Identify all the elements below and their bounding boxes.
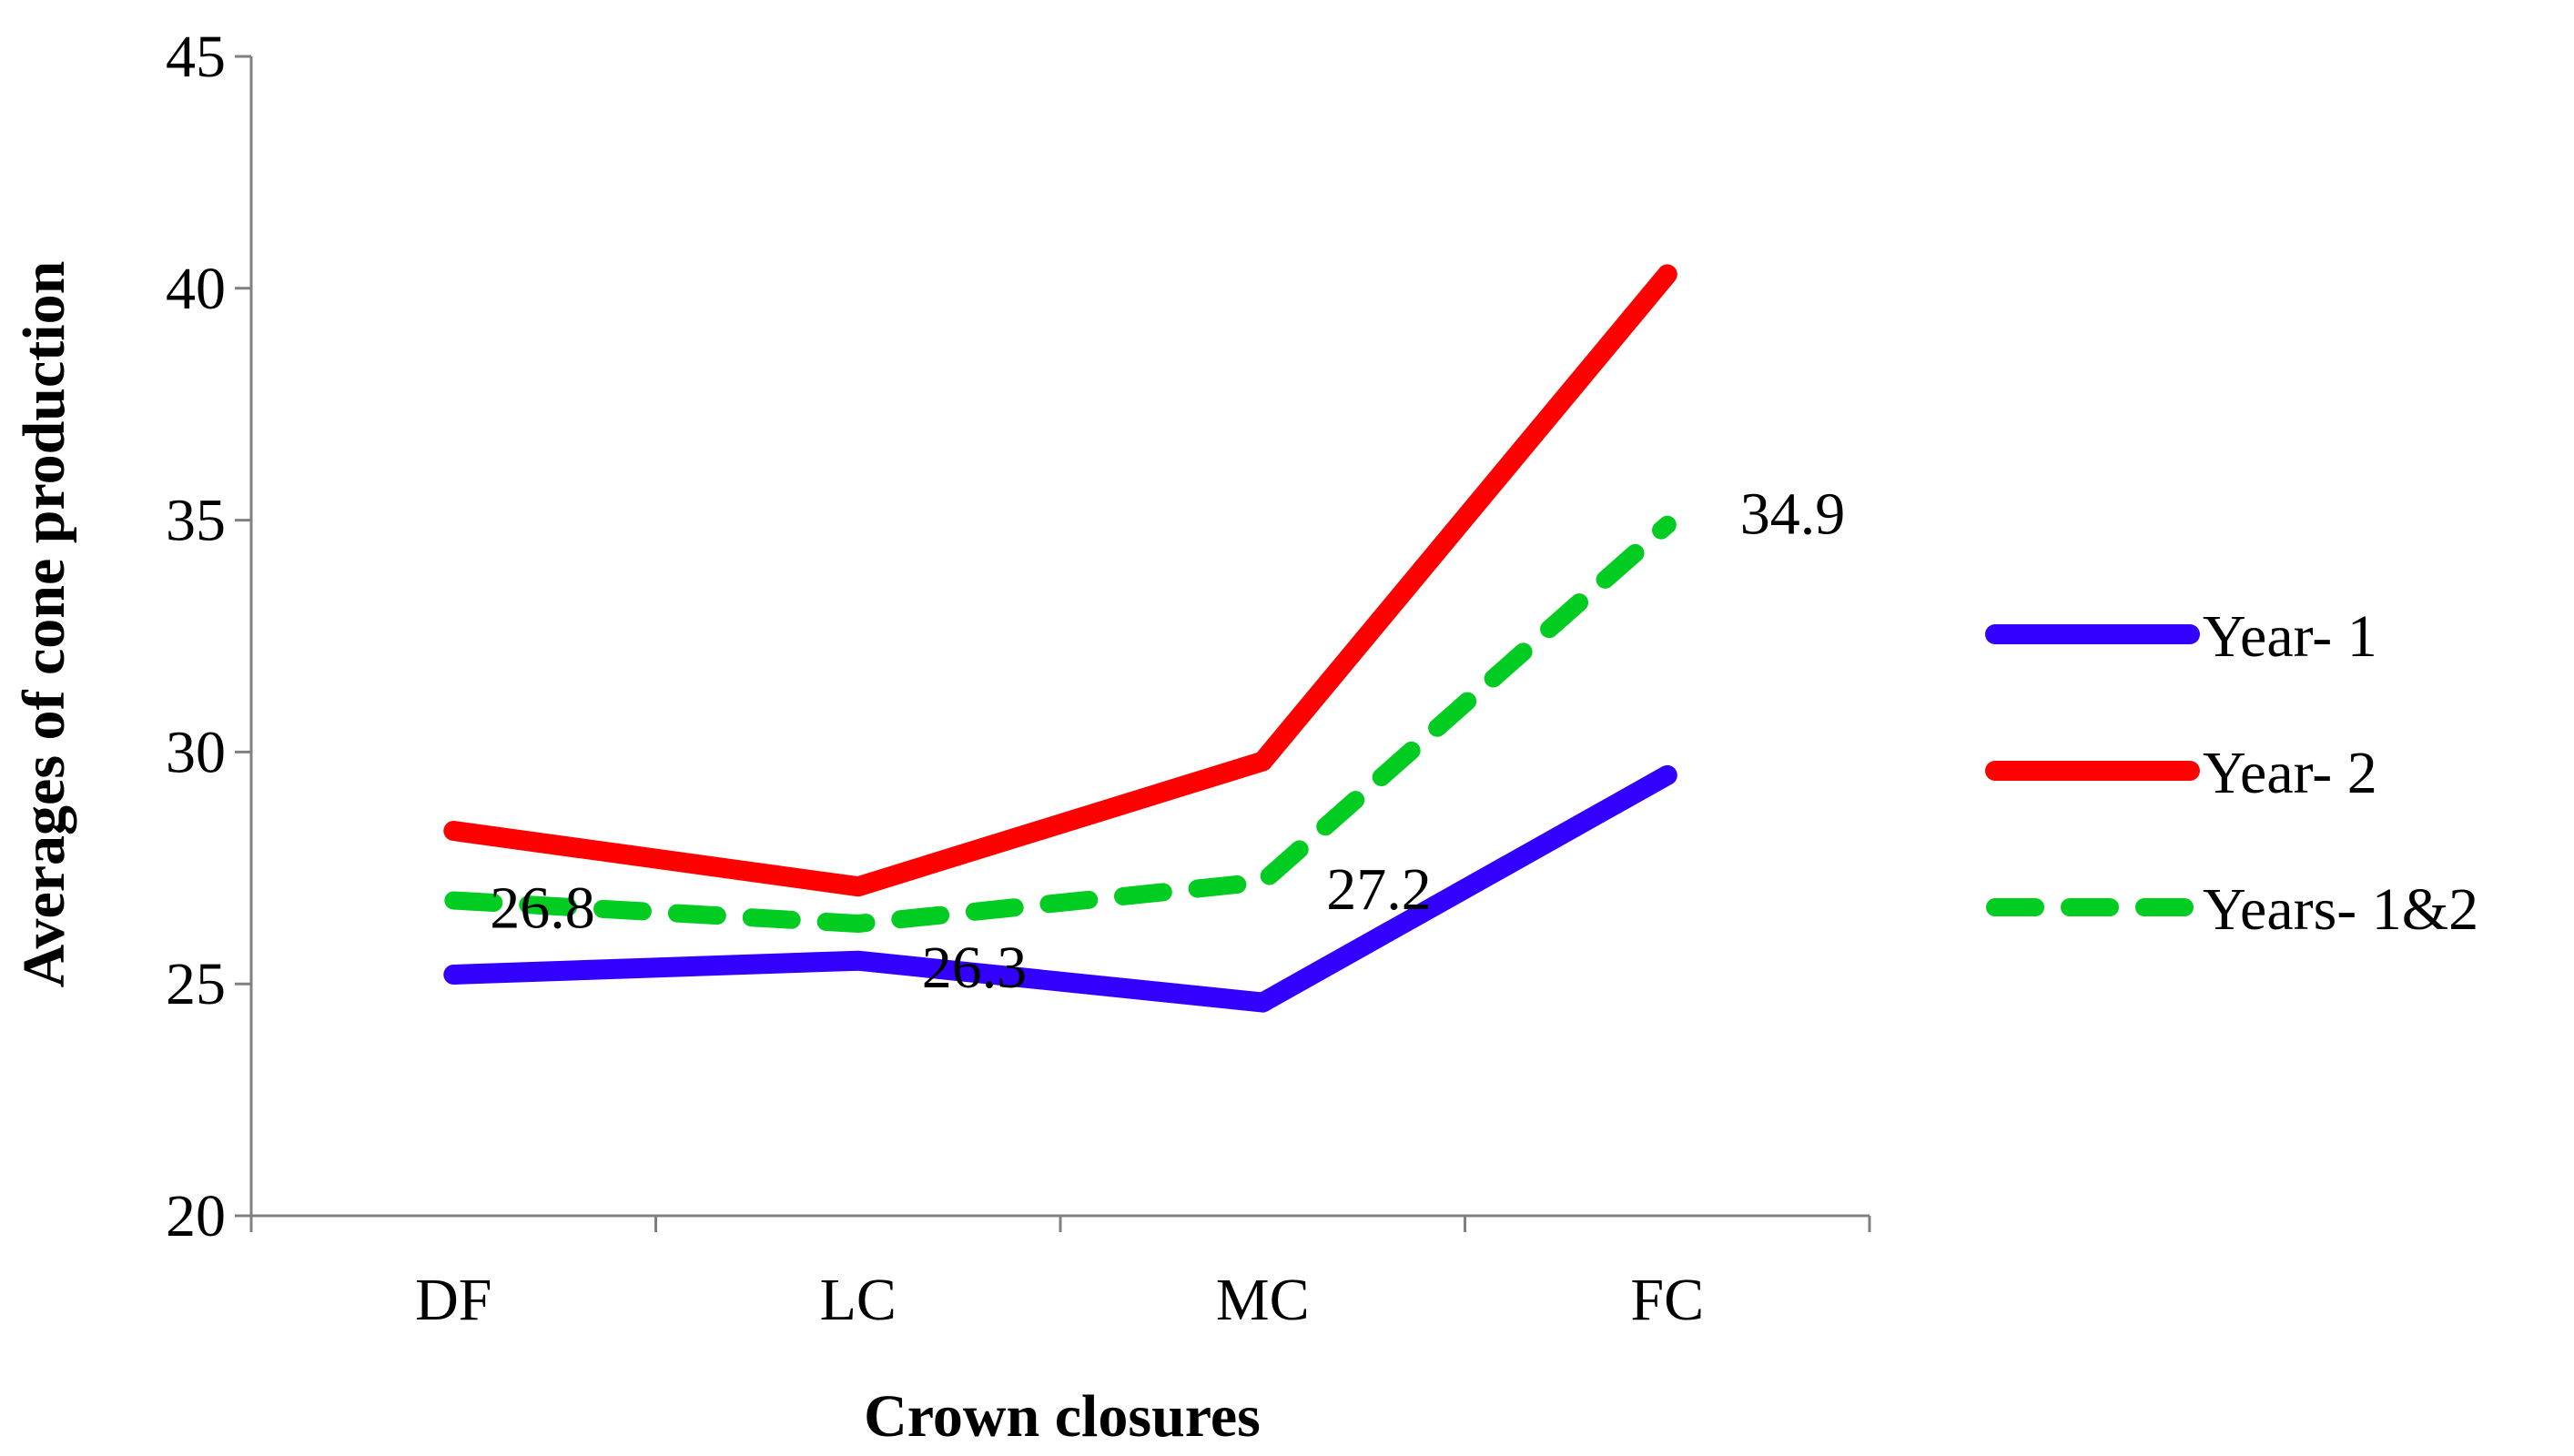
y-tick-label: 35 — [166, 488, 226, 554]
data-label: 34.9 — [1740, 481, 1846, 548]
x-tick-label: DF — [415, 1267, 491, 1333]
data-label: 26.8 — [490, 875, 595, 941]
legend: Year- 1 Year- 2 Years- 1&2 — [1985, 603, 2478, 943]
y-tick-label: 45 — [166, 24, 226, 90]
series-line-2 — [443, 264, 1677, 897]
series-line-3 — [444, 515, 1677, 933]
legend-label: Years- 1&2 — [2203, 876, 2478, 943]
legend-label: Year- 2 — [2203, 740, 2377, 806]
x-tick-label: MC — [1216, 1267, 1310, 1333]
y-tick-label: 30 — [166, 719, 226, 785]
y-tick-label: 20 — [166, 1183, 226, 1249]
y-tick-label: 25 — [166, 951, 226, 1017]
x-tick-label: FC — [1630, 1267, 1704, 1333]
legend-label: Year- 1 — [2203, 603, 2377, 670]
series-line-1 — [443, 764, 1677, 1013]
axes: 20 25 30 35 40 45 DF LC MC FC — [166, 24, 1871, 1333]
y-tick-label: 40 — [166, 256, 226, 322]
data-label: 26.3 — [922, 935, 1028, 1001]
data-labels: 26.8 26.3 27.2 34.9 — [490, 481, 1845, 1001]
x-tick-label: LC — [820, 1267, 897, 1333]
x-axis-title: Crown closures — [864, 1383, 1261, 1450]
data-label: 27.2 — [1326, 856, 1432, 923]
series-lines — [443, 264, 1677, 1013]
y-axis-title: Averages of cone production — [11, 261, 77, 988]
